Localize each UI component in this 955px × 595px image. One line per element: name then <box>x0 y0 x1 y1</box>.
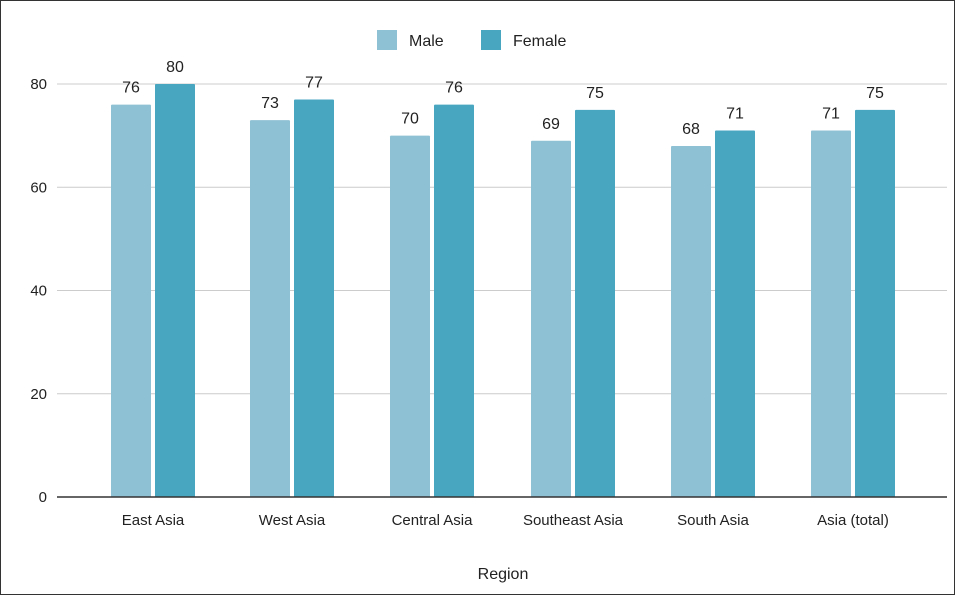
data-label-female: 80 <box>166 59 184 76</box>
x-tick-label: Southeast Asia <box>523 512 624 529</box>
x-tick-label: Asia (total) <box>817 512 889 529</box>
x-tick-label: South Asia <box>677 512 749 529</box>
bar-female <box>294 99 334 498</box>
bar-female <box>575 109 615 497</box>
bar-male <box>111 104 151 498</box>
data-label-male: 73 <box>261 95 279 112</box>
bars <box>111 84 895 498</box>
data-labels: 76 80 73 77 70 76 69 75 68 71 71 75 <box>122 59 884 138</box>
data-label-female: 76 <box>445 80 463 97</box>
y-tick-label: 40 <box>30 283 47 300</box>
y-axis-ticks: 0 20 40 60 80 <box>30 76 47 506</box>
grid-lines <box>57 83 947 395</box>
legend-swatch-male <box>377 30 397 50</box>
y-tick-label: 0 <box>39 489 47 506</box>
legend: Male Female <box>377 30 566 50</box>
x-tick-label: West Asia <box>259 512 326 529</box>
y-tick-label: 60 <box>30 179 47 196</box>
legend-label-female: Female <box>513 33 566 50</box>
x-axis-categories: East Asia West Asia Central Asia Southeast … <box>122 512 889 529</box>
bar-female <box>855 109 895 497</box>
data-label-female: 71 <box>726 105 744 122</box>
y-tick-label: 20 <box>30 386 47 403</box>
data-label-male: 70 <box>401 111 419 128</box>
x-tick-label: Central Asia <box>392 512 474 529</box>
data-label-male: 69 <box>542 116 560 133</box>
legend-label-male: Male <box>409 33 444 50</box>
data-label-male: 71 <box>822 105 840 122</box>
bar-female <box>155 84 195 497</box>
bar-male <box>531 140 571 497</box>
data-label-male: 76 <box>122 80 140 97</box>
bar-male <box>671 145 711 497</box>
data-label-female: 75 <box>866 85 884 102</box>
y-tick-label: 80 <box>30 76 47 93</box>
data-label-male: 68 <box>682 121 700 138</box>
bar-female <box>434 104 474 498</box>
bar-female <box>715 130 755 497</box>
bar-male <box>811 130 851 497</box>
x-tick-label: East Asia <box>122 512 185 529</box>
bar-male <box>250 120 290 497</box>
x-axis-title: Region <box>478 566 529 583</box>
bar-male <box>390 135 430 497</box>
data-label-female: 77 <box>305 74 323 91</box>
data-label-female: 75 <box>586 85 604 102</box>
legend-swatch-female <box>481 30 501 50</box>
